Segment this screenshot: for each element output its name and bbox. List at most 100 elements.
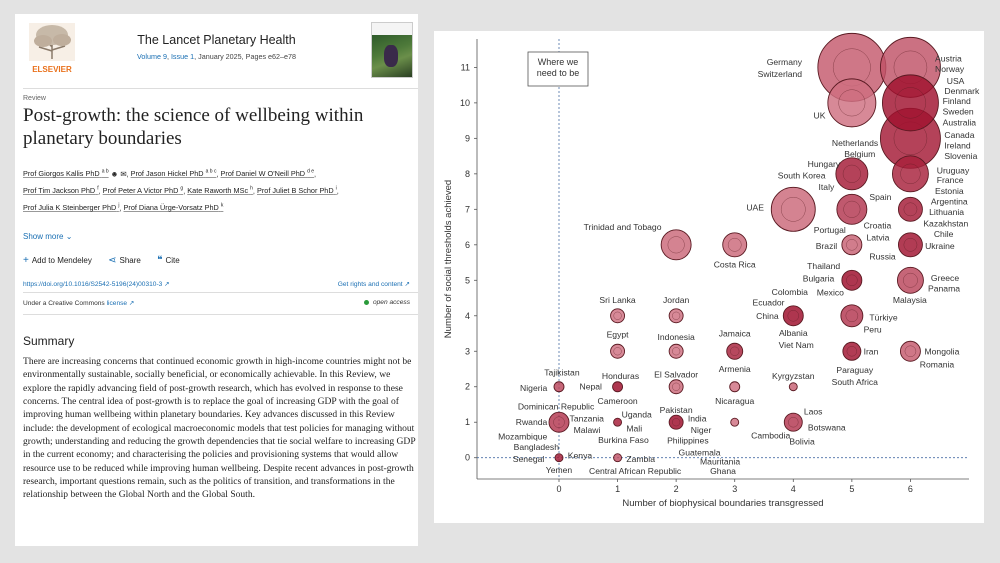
country-label: Botswana bbox=[808, 423, 846, 433]
bubble-inner-ring bbox=[727, 237, 742, 252]
bubble-inner-ring bbox=[894, 87, 927, 119]
country-label: Belgium bbox=[844, 149, 875, 159]
country-label: Portugal bbox=[814, 225, 846, 235]
country-label: Spain bbox=[869, 192, 891, 202]
author-link[interactable]: Prof Diana Ürge-Vorsatz PhD k bbox=[123, 202, 224, 213]
bubble-point bbox=[840, 304, 864, 328]
journal-title[interactable]: The Lancet Planetary Health bbox=[137, 33, 296, 47]
summary-text: There are increasing concerns that conti… bbox=[23, 356, 416, 501]
bubble-point bbox=[841, 234, 863, 256]
country-label: Viet Nam bbox=[779, 340, 814, 350]
add-to-mendeley-button[interactable]: + Add to Mendeley bbox=[23, 255, 92, 266]
author-link[interactable]: Prof Peter A Victor PhD g bbox=[102, 185, 184, 196]
country-label: Norway bbox=[935, 64, 965, 74]
bubble-point bbox=[835, 157, 869, 191]
bubble-point bbox=[899, 340, 921, 362]
y-tick-label: 5 bbox=[465, 275, 470, 285]
country-label: Nigeria bbox=[520, 383, 547, 393]
country-label: Türkiye bbox=[869, 313, 897, 323]
article-panel: ELSEVIER The Lancet Planetary Health Vol… bbox=[15, 14, 418, 546]
bubble-inner-ring bbox=[672, 311, 681, 320]
bubble-inner-ring bbox=[846, 274, 858, 287]
country-label: Uruguay bbox=[937, 165, 970, 175]
country-label: Mauritania bbox=[700, 456, 740, 466]
cite-button[interactable]: ❝ Cite bbox=[157, 255, 180, 266]
country-label: Malaysia bbox=[893, 295, 927, 305]
bubble-inner-ring bbox=[846, 239, 858, 251]
bubble-point bbox=[891, 155, 929, 193]
bubble-point bbox=[610, 343, 626, 359]
country-label: Canada bbox=[944, 130, 974, 140]
y-tick-label: 3 bbox=[465, 346, 470, 356]
bubble-point bbox=[730, 417, 740, 427]
country-label: Lithuania bbox=[929, 207, 964, 217]
email-icon[interactable]: ✉ bbox=[120, 169, 127, 179]
y-tick-label: 7 bbox=[465, 204, 470, 214]
doi-link[interactable]: https://doi.org/10.1016/S2542-5196(24)00… bbox=[23, 281, 170, 288]
volume-link[interactable]: Volume 9 bbox=[136, 52, 167, 61]
rights-link[interactable]: Get rights and content ↗ bbox=[337, 281, 410, 288]
author-link[interactable]: Prof Tim Jackson PhD f bbox=[23, 185, 99, 196]
country-label: Romania bbox=[920, 360, 955, 370]
country-label: Slovenia bbox=[944, 151, 977, 161]
x-tick-label: 2 bbox=[674, 484, 679, 494]
journal-cover-thumbnail[interactable] bbox=[371, 22, 413, 78]
svg-text:ELSEVIER: ELSEVIER bbox=[32, 65, 72, 74]
country-label: Australia bbox=[943, 117, 977, 127]
author-link[interactable]: Prof Daniel W O'Neill PhD d e bbox=[220, 169, 315, 179]
country-label: Italy bbox=[819, 182, 835, 192]
bubble-inner-ring bbox=[672, 418, 681, 427]
figure-panel: 0 1 2 3 4 5 6 7 8 9 10 11 0 1 2 3 4 5 6 Number of biophysic… bbox=[434, 31, 984, 523]
country-label: Ireland bbox=[944, 140, 970, 150]
country-label: France bbox=[937, 175, 964, 185]
country-label: Hungary bbox=[808, 159, 841, 169]
bubble-point bbox=[668, 308, 684, 324]
issue-link[interactable]: Issue 1 bbox=[170, 52, 195, 61]
bubble-point bbox=[722, 232, 748, 258]
bubble-point bbox=[610, 308, 626, 324]
country-label: Peru bbox=[864, 324, 882, 334]
quote-icon: ❝ bbox=[157, 255, 163, 266]
share-button[interactable]: ⋖ Share bbox=[108, 255, 141, 266]
x-tick-label: 4 bbox=[791, 484, 796, 494]
open-access-badge: open access bbox=[363, 299, 410, 306]
country-label: Central African Republic bbox=[589, 466, 682, 476]
author-link[interactable]: Prof Jason Hickel PhD a b c bbox=[130, 169, 217, 179]
show-more-button[interactable]: Show more ⌄ bbox=[23, 232, 73, 241]
author-link[interactable]: Kate Raworth MSc h bbox=[187, 185, 253, 196]
country-label: Nepal bbox=[580, 382, 603, 392]
y-tick-label: 9 bbox=[465, 133, 470, 143]
article-actions: + Add to Mendeley ⋖ Share ❝ Cite bbox=[23, 255, 194, 266]
country-label: Paraguay bbox=[836, 365, 873, 375]
country-label: Honduras bbox=[602, 371, 639, 381]
country-label: Austria bbox=[935, 54, 962, 64]
x-axis-title: Number of biophysical boundaries transgr… bbox=[622, 498, 823, 509]
y-tick-label: 1 bbox=[465, 417, 470, 427]
country-label: Ecuador bbox=[752, 298, 784, 308]
divider bbox=[23, 88, 418, 89]
country-label: Zambia bbox=[626, 454, 655, 464]
country-label: Philippines bbox=[667, 436, 709, 446]
country-label: Uganda bbox=[622, 409, 652, 419]
country-label: Armenia bbox=[719, 364, 751, 374]
person-icon: ☻ bbox=[110, 169, 119, 179]
bubble-point bbox=[788, 382, 798, 392]
elsevier-tree-logo[interactable]: ELSEVIER bbox=[23, 19, 81, 75]
bubble-point bbox=[668, 414, 684, 430]
bubble-point bbox=[668, 379, 684, 395]
y-tick-label: 4 bbox=[465, 311, 470, 321]
author-link[interactable]: Prof Julia K Steinberger PhD j bbox=[23, 202, 120, 213]
bubble-inner-ring bbox=[553, 416, 565, 428]
country-label: Kyrgyzstan bbox=[772, 371, 815, 381]
country-label: Albania bbox=[779, 328, 808, 338]
bubble-point bbox=[613, 417, 623, 427]
country-label: Costa Rica bbox=[714, 259, 756, 269]
bubble-point bbox=[613, 453, 623, 463]
article-type: Review bbox=[23, 95, 46, 102]
country-label: El Salvador bbox=[654, 369, 698, 379]
author-link[interactable]: Prof Giorgos Kallis PhD a b bbox=[23, 169, 109, 179]
bubble-point bbox=[553, 381, 565, 393]
divider bbox=[23, 314, 418, 315]
license-link[interactable]: license ↗ bbox=[106, 300, 135, 307]
author-link[interactable]: Prof Juliet B Schor PhD i bbox=[256, 185, 337, 196]
